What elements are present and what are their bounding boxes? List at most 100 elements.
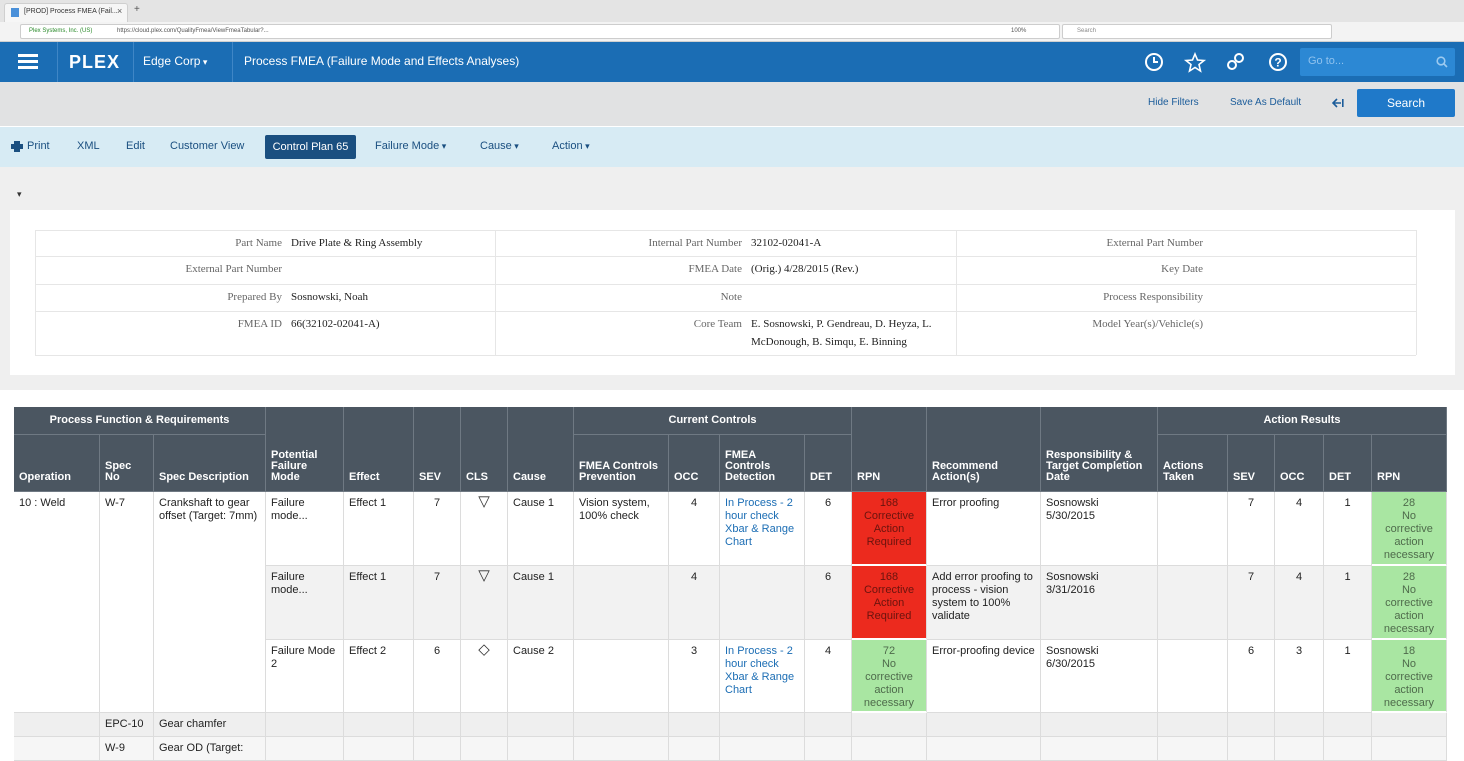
logo[interactable]: PLEX xyxy=(69,52,121,72)
rpn-cell: 72 No corrective action necessary xyxy=(852,640,927,713)
table-cell xyxy=(1158,640,1228,713)
table-cell xyxy=(805,713,852,737)
field-label: FMEA Date xyxy=(688,263,742,275)
table-cell: 6 xyxy=(805,492,852,566)
column-header: Recommend Action(s) xyxy=(927,407,1041,492)
table-cell xyxy=(1158,713,1228,737)
field-label: Model Year(s)/Vehicle(s) xyxy=(1092,318,1203,330)
field-label: Process Responsibility xyxy=(1103,291,1203,303)
company-selector[interactable]: Edge Corp xyxy=(143,54,207,68)
column-header: OCC xyxy=(1275,435,1324,492)
field-label: External Part Number xyxy=(1106,237,1203,249)
table-cell xyxy=(414,737,461,761)
help-icon[interactable]: ? xyxy=(1269,53,1287,71)
favorites-icon[interactable] xyxy=(1183,52,1207,73)
info-col-line xyxy=(35,230,36,355)
toolbar-button-active[interactable]: Control Plan 65 xyxy=(265,135,356,159)
info-row-line xyxy=(35,311,1416,312)
url-field[interactable]: Plex Systems, Inc. (US) https://cloud.pl… xyxy=(20,24,1060,39)
tab-bar: [PROD] Process FMEA (Fail... × + xyxy=(0,0,1464,22)
table-cell xyxy=(1041,737,1158,761)
browser-search[interactable]: Search xyxy=(1062,24,1332,39)
browser-tab[interactable]: [PROD] Process FMEA (Fail... × xyxy=(4,3,128,22)
history-icon[interactable] xyxy=(1145,53,1163,71)
rpn-status: Corrective Action Required xyxy=(863,584,915,622)
expand-caret[interactable]: ▾ xyxy=(17,189,22,199)
table-cell xyxy=(1228,737,1275,761)
toolbar-item[interactable]: Print xyxy=(27,140,50,152)
page-title: Process FMEA (Failure Mode and Effects A… xyxy=(244,54,520,68)
save-default-link[interactable]: Save As Default xyxy=(1230,97,1302,108)
column-header: Actions Taken xyxy=(1158,435,1228,492)
table-cell xyxy=(852,713,927,737)
table-cell xyxy=(1158,566,1228,640)
print-icon xyxy=(11,141,23,152)
table-cell: W-7 xyxy=(100,492,154,566)
column-header: Responsibility & Target Completion Date xyxy=(1041,407,1158,492)
field-label: Note xyxy=(720,291,742,303)
column-header: DET xyxy=(805,435,852,492)
toolbar-item[interactable]: Customer View xyxy=(170,140,245,152)
toolbar-item[interactable]: XML xyxy=(77,140,100,152)
header-icons: ? xyxy=(1145,52,1287,73)
field-label: Core Team xyxy=(693,318,742,330)
table-cell xyxy=(14,737,100,761)
table-cell: Vision system, 100% check xyxy=(574,492,669,566)
table-cell: Sosnowski 3/31/2016 xyxy=(1041,566,1158,640)
table-cell: Sosnowski 6/30/2015 xyxy=(1041,640,1158,713)
toolbar-item[interactable]: Action xyxy=(552,140,590,152)
table-cell: 3 xyxy=(669,640,720,713)
search-icon xyxy=(1436,56,1448,68)
table-cell: 4 xyxy=(1275,566,1324,640)
table-cell: Cause 2 xyxy=(508,640,574,713)
new-tab[interactable]: + xyxy=(134,4,140,15)
link-icon[interactable] xyxy=(1227,53,1244,70)
table-cell: Failure Mode 2 xyxy=(266,640,344,713)
column-header: CLS xyxy=(461,407,508,492)
table-cell: 7 xyxy=(414,566,461,640)
rpn-cell: 28 No corrective action necessary xyxy=(1372,566,1447,640)
column-header: SEV xyxy=(1228,435,1275,492)
table-cell xyxy=(720,737,805,761)
table-cell: 7 xyxy=(1228,566,1275,640)
table-cell: 7 xyxy=(414,492,461,566)
toolbar-item[interactable]: Failure Mode xyxy=(375,140,446,152)
toolbar-item[interactable]: Cause xyxy=(480,140,519,152)
field-value: Sosnowski, Noah xyxy=(291,291,369,303)
hide-filters-link[interactable]: Hide Filters xyxy=(1148,97,1199,108)
column-header: FMEA Controls Prevention xyxy=(574,435,669,492)
table-cell: 6 xyxy=(805,566,852,640)
detection-link[interactable]: In Process - 2 hour check Xbar & Range C… xyxy=(720,640,805,713)
rpn-value: 28 xyxy=(1402,571,1416,583)
table-cell: Add error proofing to process - vision s… xyxy=(927,566,1041,640)
detection-link[interactable]: In Process - 2 hour check Xbar & Range C… xyxy=(720,492,805,566)
field-label: Key Date xyxy=(1161,263,1203,275)
toolbar-item[interactable]: Edit xyxy=(126,140,145,152)
table-cell xyxy=(154,640,266,713)
rpn-value: 18 xyxy=(1402,645,1416,657)
table-cell xyxy=(344,737,414,761)
rpn-value: 28 xyxy=(1402,497,1416,509)
menu-icon[interactable] xyxy=(18,53,38,70)
field-label: Part Name xyxy=(235,237,282,249)
tab-close[interactable]: × xyxy=(117,6,123,16)
table-cell: 7 xyxy=(1228,492,1275,566)
info-row-line xyxy=(35,355,1416,356)
characteristic-symbol: ▽ xyxy=(461,566,508,640)
table-cell xyxy=(1372,737,1447,761)
site-identity: Plex Systems, Inc. (US) xyxy=(29,28,93,34)
rpn-status: No corrective action necessary xyxy=(1383,584,1435,635)
goto-field[interactable]: Go to... xyxy=(1300,48,1455,76)
column-header: RPN xyxy=(852,407,927,492)
column-header: DET xyxy=(1324,435,1372,492)
table-cell xyxy=(414,713,461,737)
action-toolbar: Print XML Edit Customer View Control Plan 65… xyxy=(0,127,1464,167)
collapse-icon[interactable] xyxy=(1332,98,1344,108)
field-value: E. Sosnowski, P. Gendreau, D. Heyza, L. … xyxy=(751,318,932,348)
table-cell: Cause 1 xyxy=(508,566,574,640)
table-cell xyxy=(1275,713,1324,737)
field-label: Internal Part Number xyxy=(648,237,742,249)
table-cell xyxy=(720,566,805,640)
search-button[interactable]: Search xyxy=(1357,89,1455,117)
field-value: 66(32102-02041-A) xyxy=(291,318,380,330)
